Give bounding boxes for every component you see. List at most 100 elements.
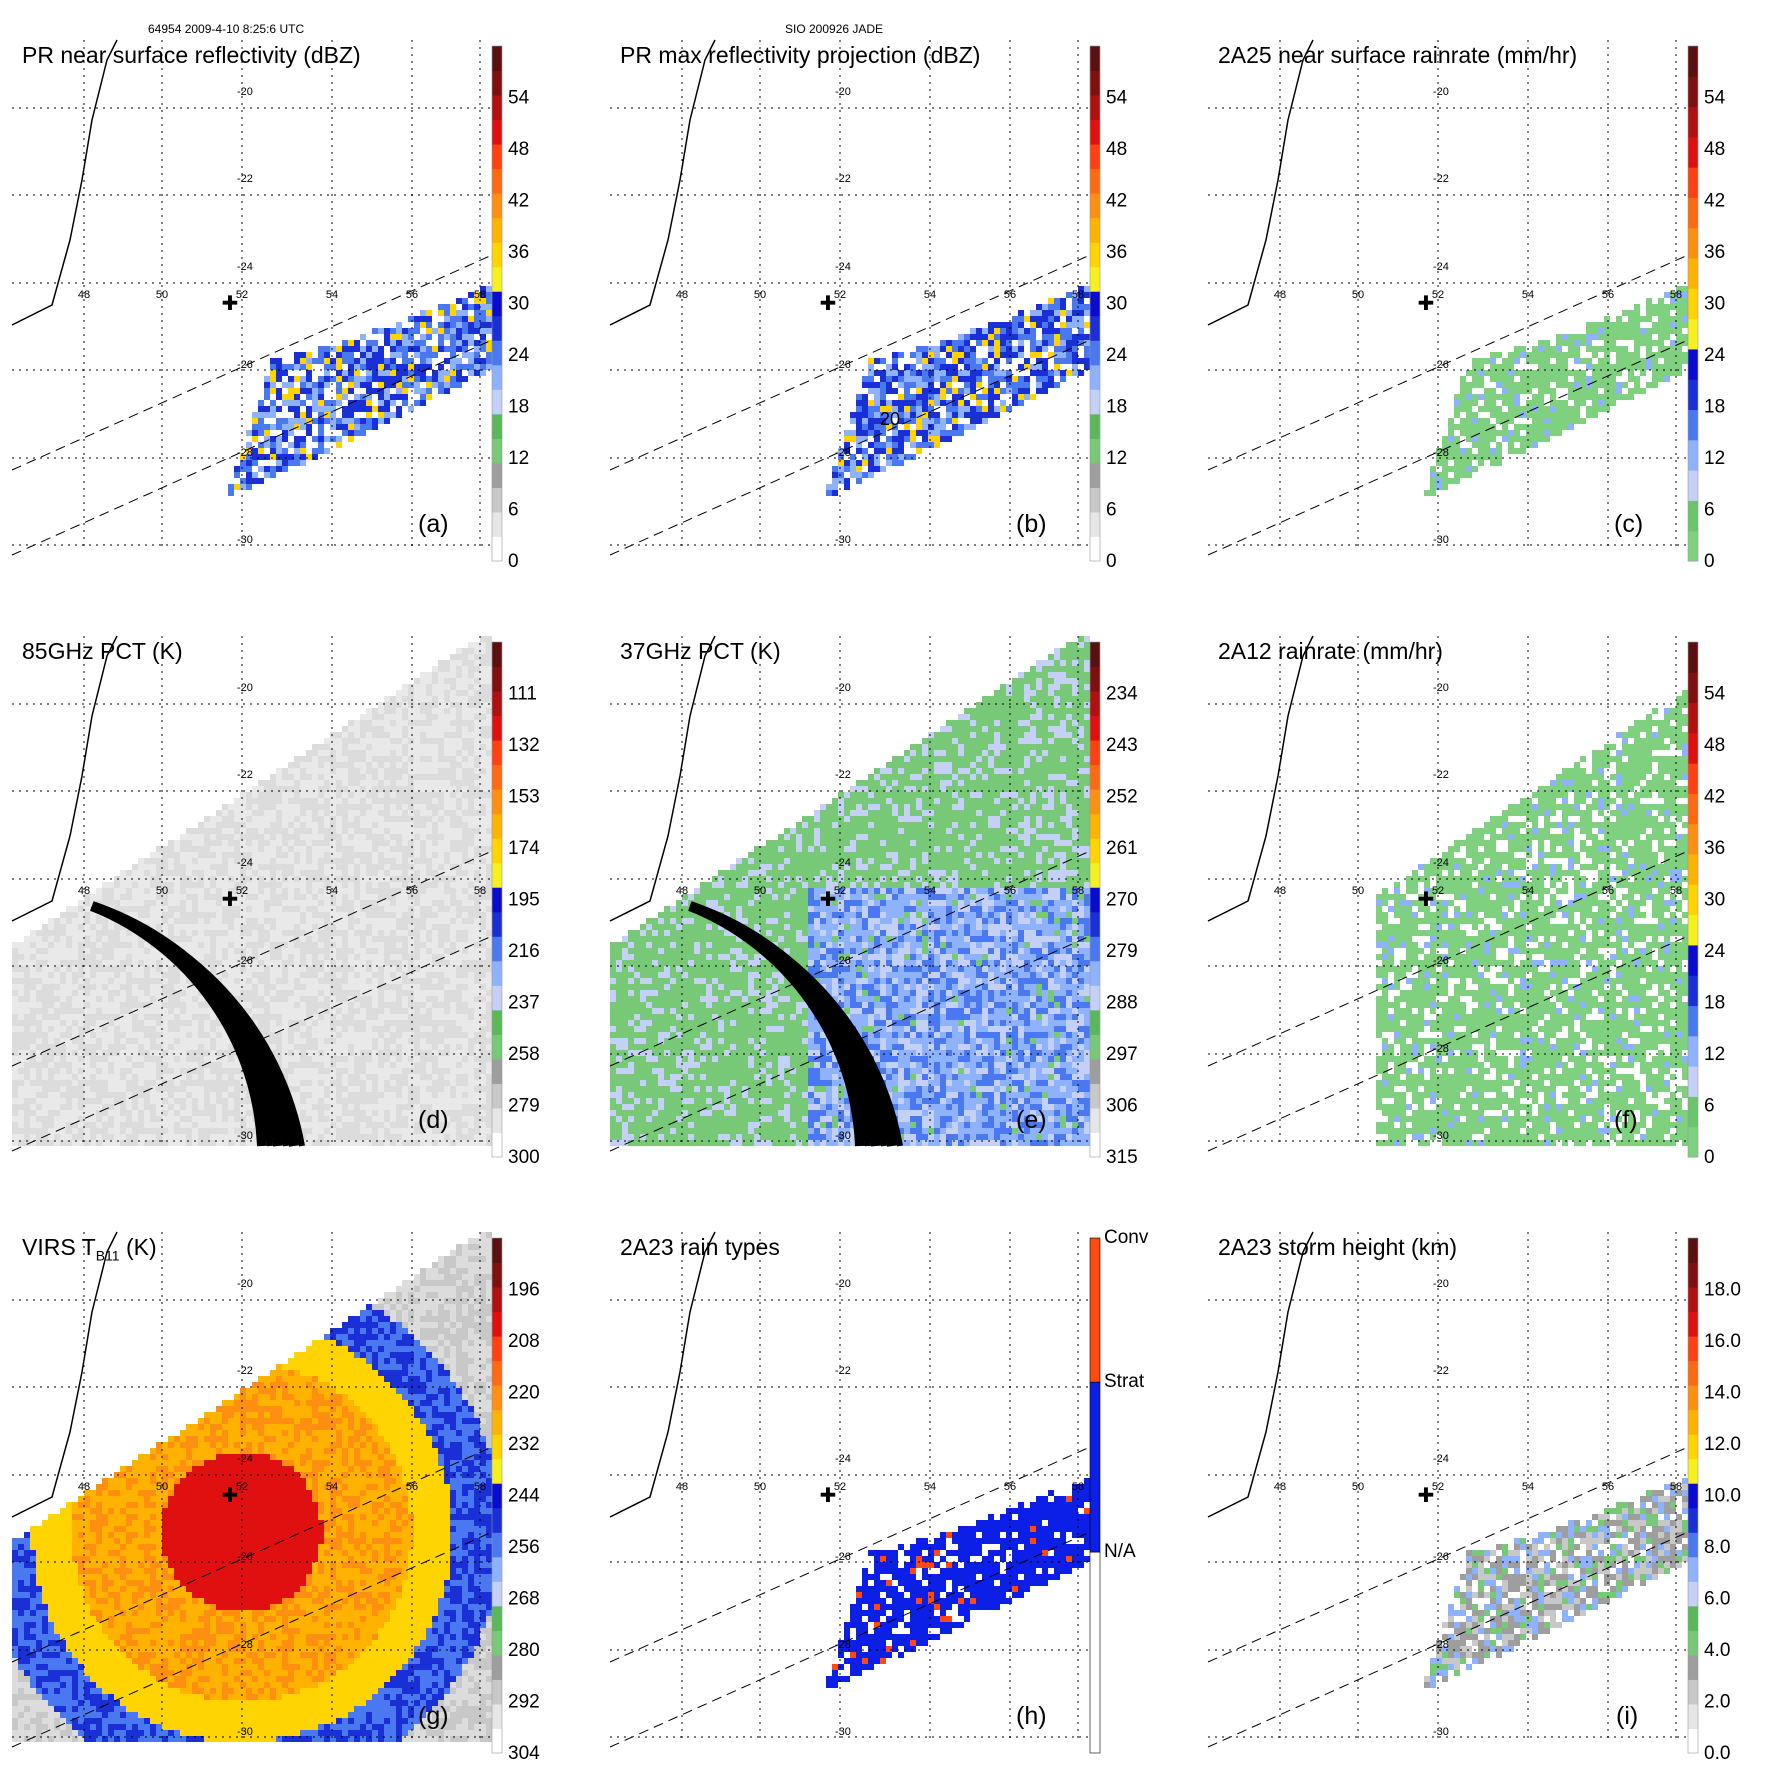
colorbar-tick-label: 0	[508, 551, 519, 572]
colorbar-segment	[1688, 1127, 1698, 1158]
lat-tick-label: -26	[237, 955, 253, 967]
lat-tick-label: -24	[1433, 261, 1449, 273]
colorbar-segment	[1688, 1630, 1698, 1655]
lon-tick-label: 56	[1602, 289, 1614, 301]
lat-tick-label: -26	[237, 359, 253, 371]
colorbar-segment	[492, 1728, 502, 1753]
lon-tick-label: 58	[1072, 289, 1084, 301]
colorbar-tick-label: 18	[1704, 397, 1725, 418]
colorbar-segment	[492, 46, 502, 71]
colorbar-segment	[492, 389, 502, 414]
colorbar-tick-label: 280	[508, 1640, 540, 1661]
colorbar-segment	[492, 1704, 502, 1729]
colorbar-segment	[1090, 71, 1100, 96]
lat-tick-label: -30	[1433, 1726, 1449, 1738]
colorbar-segment	[492, 1034, 502, 1059]
lon-tick-label: 48	[676, 289, 688, 301]
colorbar-segment	[1090, 120, 1100, 145]
field-layer	[1424, 286, 1688, 496]
panel-title: PR max reflectivity projection (dBZ)	[620, 42, 980, 69]
colorbar-tick-label: 6.0	[1704, 1589, 1730, 1610]
lat-tick-label: -26	[835, 955, 851, 967]
colorbar-segment	[1688, 1532, 1698, 1557]
colorbar-segment	[1688, 1606, 1698, 1631]
lon-tick-label: 48	[676, 885, 688, 897]
colorbar-tick-label: 270	[1106, 890, 1138, 911]
lat-tick-label: -30	[237, 1130, 253, 1142]
colorbar-segment	[1688, 1581, 1698, 1606]
colorbar-segment	[492, 1606, 502, 1631]
colorbar-tick-label: 12.0	[1704, 1434, 1741, 1455]
colorbar-tick-label: 36	[1106, 242, 1127, 263]
lon-tick-label: 50	[754, 885, 766, 897]
colorbar-segment	[492, 1679, 502, 1704]
colorbar-tick-label: 4.0	[1704, 1640, 1730, 1661]
colorbar-segment	[1688, 1679, 1698, 1704]
colorbar-segment	[1688, 824, 1698, 855]
colorbar-segment	[1688, 915, 1698, 946]
colorbar-segment	[492, 1010, 502, 1035]
colorbar-segment	[1688, 975, 1698, 1006]
colorbar-tick-label: 36	[1704, 242, 1725, 263]
lat-tick-label: -24	[237, 857, 253, 869]
lat-tick-label: -30	[1433, 534, 1449, 546]
lat-tick-label: -20	[237, 682, 253, 694]
colorbar-tick-label: 6	[508, 500, 519, 521]
colorbar-segment	[1688, 1096, 1698, 1127]
colorbar-segment	[1090, 1010, 1100, 1035]
colorbar-segment	[492, 887, 502, 912]
coastline	[12, 636, 117, 921]
colorbar-segment	[1090, 1108, 1100, 1133]
colorbar-segment	[492, 1287, 502, 1312]
colorbar-segment	[1090, 365, 1100, 390]
lon-tick-label: 58	[474, 289, 486, 301]
lon-tick-label: 50	[156, 1481, 168, 1493]
colorbar-segment	[492, 1132, 502, 1157]
lon-tick-label: 50	[754, 289, 766, 301]
lon-tick-label: 54	[924, 885, 936, 897]
colorbar-tick-label: 244	[508, 1486, 540, 1507]
lon-tick-label: 54	[326, 885, 338, 897]
lat-tick-label: -26	[835, 1551, 851, 1563]
colorbar-category-label: Conv	[1104, 1227, 1149, 1248]
colorbar-segment	[1688, 1238, 1698, 1263]
colorbar-segment	[1688, 1459, 1698, 1484]
lon-tick-label: 48	[1274, 1481, 1286, 1493]
lat-tick-label: -28	[835, 447, 851, 459]
colorbar-tick-label: 42	[1704, 191, 1725, 212]
lon-tick-label: 48	[78, 289, 90, 301]
colorbar-segment	[1090, 691, 1100, 716]
colorbar-segment	[1090, 414, 1100, 439]
lat-tick-label: -20	[835, 86, 851, 98]
colorbar-segment	[492, 912, 502, 937]
colorbar-tick-label: 6	[1106, 500, 1117, 521]
lon-tick-label: 56	[406, 289, 418, 301]
colorbar-segment	[1688, 531, 1698, 562]
colorbar-segment	[1688, 379, 1698, 410]
colorbar-segment	[492, 1083, 502, 1108]
field-layer	[1424, 1478, 1688, 1688]
lon-tick-label: 50	[754, 1481, 766, 1493]
colorbar-segment	[1090, 95, 1100, 120]
colorbar-segment	[492, 863, 502, 888]
colorbar-segment	[492, 242, 502, 267]
colorbar-tick-label: 12	[1704, 1044, 1725, 1065]
colorbar-segment	[1090, 389, 1100, 414]
lat-tick-label: -26	[1433, 359, 1449, 371]
colorbar-segment	[1688, 1728, 1698, 1753]
colorbar-tick-label: 18	[508, 397, 529, 418]
lon-tick-label: 50	[156, 885, 168, 897]
colorbar-segment	[1688, 1036, 1698, 1067]
lon-tick-label: 48	[78, 1481, 90, 1493]
colorbar-segment	[1688, 258, 1698, 289]
lat-tick-label: -26	[1433, 955, 1449, 967]
colorbar-segment	[1090, 1132, 1100, 1157]
